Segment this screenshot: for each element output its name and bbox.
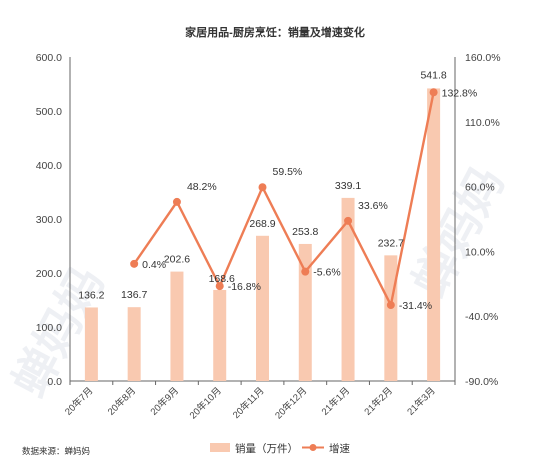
x-tick-label: 20年11月 <box>230 385 266 421</box>
bar-value-label: 268.9 <box>249 218 275 230</box>
x-tick-label: 21年3月 <box>405 385 438 418</box>
bar <box>84 307 98 381</box>
y-left-tick-label: 600.0 <box>36 52 62 64</box>
growth-value-label: 48.2% <box>187 181 217 193</box>
bar-value-label: 136.7 <box>121 289 147 301</box>
legend-line-marker <box>309 444 317 451</box>
y-left-tick-label: 0.0 <box>47 376 62 388</box>
y-right-tick-label: -40.0% <box>465 311 498 323</box>
growth-point <box>172 197 181 206</box>
bar <box>127 307 141 381</box>
legend-bar-swatch <box>210 443 230 452</box>
y-right-tick-label: -90.0% <box>465 376 498 388</box>
bar <box>256 235 269 381</box>
x-tick-label: 20年10月 <box>187 385 224 422</box>
bar-value-label: 232.7 <box>378 237 404 249</box>
bar <box>384 255 398 381</box>
data-source: 数据来源：蝉妈妈 <box>22 446 90 456</box>
bar-value-label: 253.8 <box>292 226 318 238</box>
y-right-tick-label: 10.0% <box>465 246 495 258</box>
legend-line-label: 增速 <box>329 442 350 455</box>
growth-value-label: -5.6% <box>313 267 340 279</box>
bar-value-label: 136.2 <box>78 289 104 301</box>
y-left-tick-label: 200.0 <box>36 268 62 280</box>
y-right-tick-label: 60.0% <box>465 182 495 194</box>
x-tick-label: 20年9月 <box>148 385 181 418</box>
bar <box>213 289 227 381</box>
bar <box>298 243 312 381</box>
growth-value-label: 59.5% <box>273 166 303 178</box>
bar-value-label: 202.6 <box>164 254 190 266</box>
x-tick-label: 21年2月 <box>362 385 395 418</box>
watermark-text-2: 蝉妈妈 <box>403 158 514 304</box>
growth-value-label: 0.4% <box>142 259 166 271</box>
growth-point <box>344 216 353 225</box>
y-left-tick-label: 300.0 <box>36 214 62 226</box>
growth-point <box>130 259 139 268</box>
y-left-tick-label: 100.0 <box>36 322 62 334</box>
growth-point <box>215 282 224 291</box>
x-tick-label: 21年1月 <box>319 385 352 418</box>
growth-point <box>429 88 438 97</box>
growth-value-label: 132.8% <box>442 87 478 99</box>
y-right-tick-label: 160.0% <box>465 52 501 64</box>
growth-line <box>133 92 435 309</box>
bar-value-label: 541.8 <box>420 69 446 81</box>
growth-point <box>258 183 267 192</box>
growth-point <box>301 267 310 276</box>
legend: 销量（万件） 增速 <box>210 442 350 455</box>
y-left-tick-label: 400.0 <box>36 160 62 172</box>
x-tick-label: 20年12月 <box>273 385 310 422</box>
bar <box>427 88 441 381</box>
bar <box>341 197 355 381</box>
growth-value-label: 33.6% <box>358 200 388 212</box>
plot-area: 0.0 100.0 200.0 300.0 400.0 500.0 600.0 -90.0% -… <box>36 52 501 422</box>
y-right-tick-label: 110.0% <box>465 117 500 129</box>
legend-bar-label: 销量（万件） <box>235 442 298 455</box>
bar-value-label: 339.1 <box>335 180 361 192</box>
x-tick-label: 20年8月 <box>105 385 138 418</box>
bar-value-label: 168.6 <box>209 273 235 285</box>
bar <box>170 271 184 381</box>
y-left-tick-label: 500.0 <box>36 106 62 118</box>
growth-value-label: -31.4% <box>399 300 432 312</box>
chart-title: 家居用品-厨房烹饪：销量及增速变化 <box>185 25 365 39</box>
x-tick-label: 20年7月 <box>62 385 95 418</box>
growth-point <box>386 301 395 310</box>
growth-value-label: -16.8% <box>228 281 261 293</box>
